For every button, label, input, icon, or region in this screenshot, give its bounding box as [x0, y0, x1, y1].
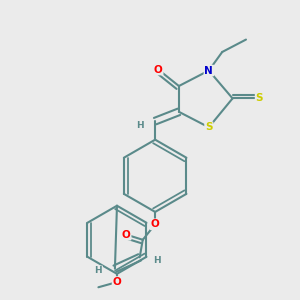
Text: H: H — [136, 121, 143, 130]
Text: O: O — [122, 230, 130, 240]
Text: H: H — [153, 256, 161, 265]
Text: S: S — [256, 93, 263, 103]
Text: H: H — [94, 266, 102, 275]
Text: O: O — [151, 219, 160, 229]
Text: O: O — [154, 64, 163, 74]
Text: N: N — [205, 65, 213, 76]
Text: S: S — [205, 122, 213, 132]
Text: O: O — [112, 277, 122, 287]
